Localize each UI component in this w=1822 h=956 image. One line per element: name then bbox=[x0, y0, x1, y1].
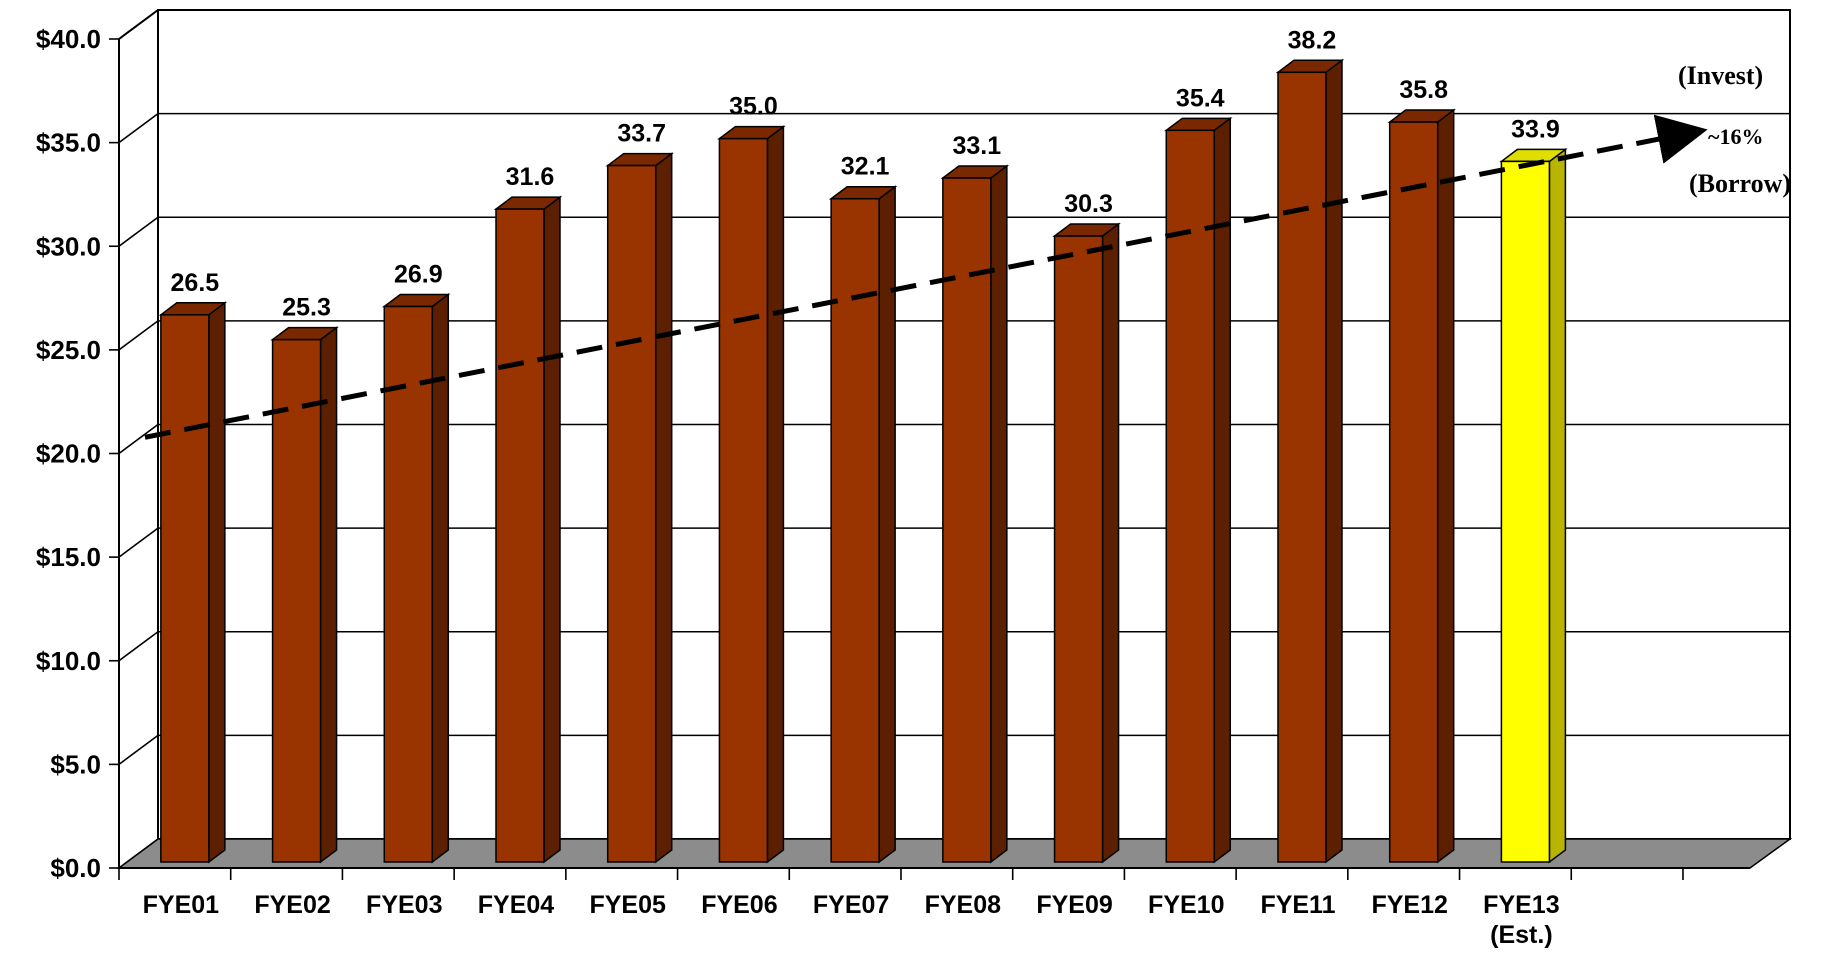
y-tick-label: $35.0 bbox=[36, 128, 101, 158]
bar-side bbox=[319, 326, 338, 864]
data-label: 30.3 bbox=[1064, 190, 1113, 218]
data-label: 35.4 bbox=[1176, 84, 1225, 112]
bar-side bbox=[654, 152, 673, 864]
bar-fye02 bbox=[270, 326, 339, 864]
bar-side bbox=[543, 195, 561, 864]
x-tick-label: FYE09 bbox=[1036, 891, 1112, 919]
trend-line bbox=[144, 114, 1708, 440]
annotation-percent: ~16% bbox=[1708, 124, 1763, 149]
bar-fye12 bbox=[1387, 108, 1456, 864]
data-label: 35.8 bbox=[1399, 76, 1448, 104]
y-tick-label: $30.0 bbox=[36, 231, 101, 261]
y-tick-label: $0.0 bbox=[50, 853, 101, 883]
bar-side bbox=[1213, 116, 1232, 864]
bar-front bbox=[495, 208, 545, 863]
bar-fye06 bbox=[717, 125, 786, 864]
bar-fye10 bbox=[1164, 116, 1233, 864]
bar-side bbox=[766, 125, 785, 864]
y-tick-label: $20.0 bbox=[36, 439, 101, 469]
x-axis-ticks: FYE01 FYE02 FYE03 FYE04 FYE05 FYE06 FYE07 FYE08… bbox=[143, 891, 1560, 949]
bar-front bbox=[1165, 129, 1216, 863]
x-tick-label: FYE10 bbox=[1148, 891, 1224, 919]
bar-fye05 bbox=[605, 152, 674, 864]
bar-fye11 bbox=[1275, 58, 1345, 864]
data-label: 35.0 bbox=[729, 93, 778, 121]
data-label: 33.1 bbox=[953, 132, 1002, 160]
y-tick-label: $15.0 bbox=[36, 542, 101, 572]
annotation-invest: (Invest) bbox=[1678, 61, 1763, 90]
y-tick-label: $25.0 bbox=[36, 335, 101, 365]
y-tick-label: $40.0 bbox=[36, 24, 101, 54]
bar-fye01 bbox=[158, 301, 228, 864]
bar-fye04 bbox=[493, 195, 563, 864]
annotation-borrow: (Borrow) bbox=[1689, 169, 1791, 198]
y-tick-label: $5.0 bbox=[50, 749, 101, 779]
bar-side bbox=[1548, 147, 1567, 864]
x-tick-label: FYE04 bbox=[478, 891, 555, 919]
x-tick-label: FYE11 bbox=[1260, 891, 1335, 919]
bar-front bbox=[718, 137, 769, 863]
bar-fye03 bbox=[382, 292, 451, 864]
top-left-edge bbox=[118, 9, 159, 40]
gridline-side bbox=[118, 734, 159, 766]
x-tick-label: FYE03 bbox=[366, 891, 442, 919]
bar-front bbox=[1277, 71, 1327, 863]
gridline-side bbox=[118, 216, 159, 247]
gridline-side bbox=[118, 320, 159, 351]
x-tick-label: FYE01 bbox=[143, 891, 220, 919]
bar-fye08 bbox=[940, 164, 1010, 864]
bar-side bbox=[1101, 222, 1120, 864]
x-tick-label: FYE12 bbox=[1371, 891, 1447, 919]
bar-side bbox=[1436, 108, 1455, 864]
bar-side bbox=[208, 301, 226, 864]
y-axis-ticks: $0.0 $5.0 $10.0 $15.0 $20.0 $25.0 $30.0 $35.0 $4… bbox=[36, 24, 101, 883]
annotations: (Invest) ~16% (Borrow) bbox=[1678, 61, 1791, 198]
x-tick-label: FYE07 bbox=[813, 891, 889, 919]
data-label: 33.7 bbox=[617, 120, 666, 148]
bar-front bbox=[271, 338, 322, 863]
x-tick-label: FYE08 bbox=[925, 891, 1002, 919]
data-label: 38.2 bbox=[1288, 26, 1337, 54]
gridline-side bbox=[118, 631, 159, 662]
bar-front bbox=[942, 177, 992, 863]
x-tick-label: FYE13 bbox=[1483, 891, 1559, 919]
bar-front bbox=[830, 197, 880, 863]
bars bbox=[158, 58, 1568, 864]
bar-front bbox=[1500, 160, 1551, 863]
data-label: 26.9 bbox=[394, 260, 443, 288]
gridline-side bbox=[118, 112, 159, 144]
gridline-side bbox=[118, 423, 159, 455]
bar-front bbox=[383, 305, 434, 863]
bar-front bbox=[1053, 235, 1104, 863]
x-tick-sublabel: (Est.) bbox=[1490, 921, 1553, 949]
data-label: 33.9 bbox=[1511, 115, 1560, 143]
y-tick-label: $10.0 bbox=[36, 646, 101, 676]
bar-front bbox=[606, 164, 657, 863]
data-label: 32.1 bbox=[841, 153, 890, 181]
bar-fye07 bbox=[828, 185, 898, 864]
bar-front bbox=[160, 314, 210, 863]
gridline-side bbox=[118, 527, 159, 558]
trend-line-dashed bbox=[144, 114, 1708, 440]
data-labels: 26.5 25.3 26.9 31.6 33.7 35.0 32.1 33.1 30.3 35.4… bbox=[171, 26, 1560, 321]
bar-fye13 bbox=[1499, 147, 1568, 864]
bar-fye09 bbox=[1052, 222, 1121, 864]
x-tick-label: FYE02 bbox=[254, 891, 330, 919]
data-label: 26.5 bbox=[171, 269, 220, 297]
data-label: 25.3 bbox=[282, 294, 331, 322]
x-tick-label: FYE06 bbox=[701, 891, 777, 919]
bar-front bbox=[1388, 121, 1439, 863]
x-tick-label: FYE05 bbox=[589, 891, 666, 919]
bar-side bbox=[1325, 58, 1343, 864]
data-label: 31.6 bbox=[506, 163, 555, 191]
axes bbox=[109, 9, 1750, 880]
